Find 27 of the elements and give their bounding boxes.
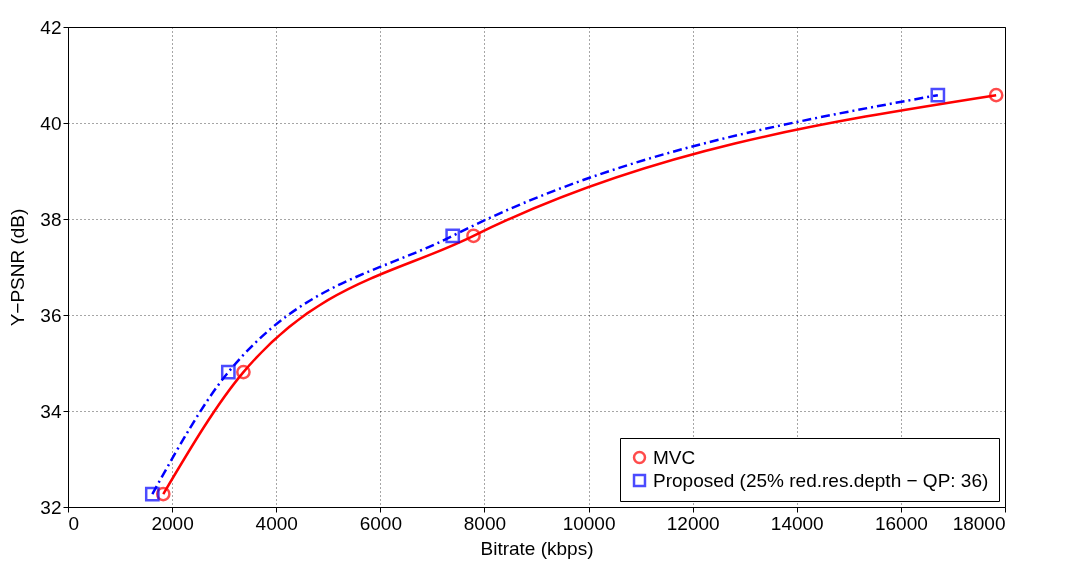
x-tick-label: 14000 [770,512,824,534]
x-tick-label: 16000 [874,512,928,534]
x-tick-label: 12000 [666,512,720,534]
y-tick-label: 38 [40,208,62,230]
x-tick-label: 8000 [463,512,507,534]
point [466,228,481,244]
point [144,486,160,502]
x-tick-label: 4000 [255,512,298,534]
x-tick-label: 0 [68,512,80,534]
y-tick-label: 32 [40,496,62,518]
x-tick-label: 10000 [562,512,616,534]
legend-label: MVC [653,446,696,468]
point [220,364,236,380]
y-axis-title: Y−PSNR (dB) [7,208,29,327]
x-axis-title: Bitrate (kbps) [480,537,594,559]
point [988,87,1004,103]
x-tick-label: 6000 [359,512,402,534]
y-tick-label: 42 [40,16,62,38]
x-tick-label: 2000 [151,512,194,534]
point [930,87,946,103]
y-tick-label: 34 [40,400,62,422]
legend-label: Proposed (25% red.res.depth − QP: 36) [653,469,989,491]
point [445,228,461,244]
y-tick-label: 36 [40,304,62,326]
x-tick-label: 18000 [952,512,1006,534]
y-tick-label: 40 [40,112,62,134]
point [236,364,251,380]
